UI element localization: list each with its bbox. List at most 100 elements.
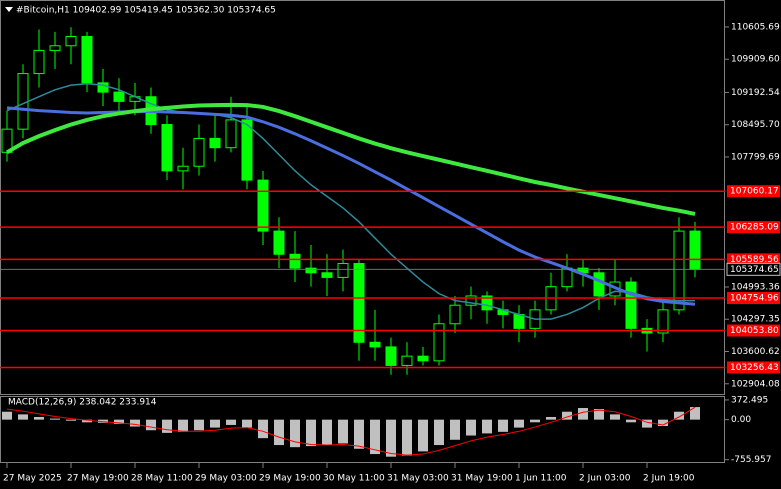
candle-body xyxy=(353,263,365,343)
macd-bar xyxy=(674,411,684,420)
level-label: 106285.09 xyxy=(730,223,779,233)
level-label: 105589.56 xyxy=(730,255,779,265)
level-label: 103256.43 xyxy=(730,363,779,373)
candle-body xyxy=(449,304,461,325)
macd-bar xyxy=(226,419,236,425)
macd-bar xyxy=(2,411,12,420)
x-tick-label: 2 Jun 19:00 xyxy=(643,474,695,484)
y-tick-label: 109909.60 xyxy=(731,55,780,65)
candle-body xyxy=(465,295,477,306)
y-tick-label: 104297.35 xyxy=(731,315,780,325)
y-tick-label: -755.957 xyxy=(731,455,771,465)
candle-body xyxy=(193,137,205,167)
macd-bar xyxy=(594,409,604,420)
candle-body xyxy=(97,82,109,93)
macd-bar xyxy=(514,419,524,428)
x-tick-label: 29 May 03:00 xyxy=(195,474,257,484)
macd-frame xyxy=(0,396,725,463)
candle-body xyxy=(113,91,125,102)
macd-bar xyxy=(354,419,364,449)
candle-body xyxy=(593,272,605,297)
macd-bar xyxy=(290,419,300,448)
level-label: 104754.96 xyxy=(730,294,779,304)
y-tick-label: 0.00 xyxy=(731,415,751,425)
last-price-box xyxy=(726,262,781,276)
moving-average xyxy=(6,83,695,320)
macd-bar xyxy=(130,419,140,427)
y-tick-label: 109192.54 xyxy=(731,88,780,98)
candle-body xyxy=(321,272,333,278)
candle-body xyxy=(417,355,429,362)
x-tick-label: 31 May 19:00 xyxy=(451,474,513,484)
level-label: 107060.17 xyxy=(730,187,779,197)
macd-bar xyxy=(210,419,220,428)
candle-body xyxy=(49,45,61,51)
macd-bar xyxy=(146,419,156,431)
macd-bar xyxy=(18,414,28,420)
candle-body xyxy=(33,49,45,75)
macd-bar xyxy=(242,419,252,428)
candle-body xyxy=(673,230,685,311)
macd-bar xyxy=(82,419,92,423)
candle-body xyxy=(257,179,269,232)
macd-bar xyxy=(434,419,444,446)
candle-body xyxy=(305,267,317,274)
macd-bar xyxy=(370,419,380,455)
macd-bar xyxy=(50,418,60,420)
level-label-box xyxy=(727,292,780,305)
macd-bar xyxy=(626,419,636,423)
macd-bar xyxy=(258,419,268,439)
candle-body xyxy=(273,230,285,255)
y-tick-label: 103600.62 xyxy=(731,347,780,357)
macd-bar xyxy=(530,419,540,423)
candle-body xyxy=(369,341,381,348)
y-tick-label: 110605.69 xyxy=(731,22,780,32)
candle-body xyxy=(289,253,301,269)
macd-bar xyxy=(34,417,44,420)
candle-body xyxy=(385,346,397,366)
macd-bar xyxy=(498,419,508,432)
macd-bar xyxy=(690,407,700,420)
macd-bar xyxy=(306,419,316,447)
macd-bar xyxy=(178,419,188,432)
y-tick-label: 372.495 xyxy=(731,395,768,405)
macd-bar xyxy=(194,419,204,431)
candle-body xyxy=(225,119,237,149)
macd-title: MACD(12,26,9) 238.042 233.914 xyxy=(8,398,157,408)
macd-bar xyxy=(578,408,588,420)
macd-bar xyxy=(66,419,76,421)
menu-arrow[interactable] xyxy=(5,7,13,12)
macd-bar xyxy=(642,419,652,428)
level-label-box xyxy=(727,221,780,234)
x-tick-label: 30 May 11:00 xyxy=(323,474,385,484)
macd-bar xyxy=(562,411,572,420)
level-label-box xyxy=(727,185,780,198)
candle-body xyxy=(65,36,77,47)
y-tick-label: 108495.70 xyxy=(731,120,780,130)
x-tick-label: 31 May 03:00 xyxy=(387,474,449,484)
macd-bar xyxy=(338,419,348,444)
macd-bar xyxy=(274,419,284,446)
candle-body xyxy=(161,124,173,172)
level-label: 104053.80 xyxy=(730,326,779,336)
y-tick-label: 102904.08 xyxy=(731,379,780,389)
candle-body xyxy=(481,295,493,311)
x-tick-label: 29 May 19:00 xyxy=(259,474,321,484)
candle-body xyxy=(513,313,525,329)
level-label-box xyxy=(727,324,780,337)
macd-bar xyxy=(450,419,460,440)
macd-bar xyxy=(386,419,396,457)
macd-bar xyxy=(322,419,332,445)
last-price-label: 105374.65 xyxy=(730,265,779,275)
level-label-box xyxy=(727,361,780,374)
macd-bar xyxy=(610,414,620,420)
candle-body xyxy=(401,355,413,366)
x-tick-label: 1 Jun 11:00 xyxy=(515,474,567,484)
candle-body xyxy=(177,165,189,172)
candle-body xyxy=(433,323,445,362)
x-tick-label: 27 May 19:00 xyxy=(67,474,129,484)
candle-body xyxy=(209,137,221,149)
